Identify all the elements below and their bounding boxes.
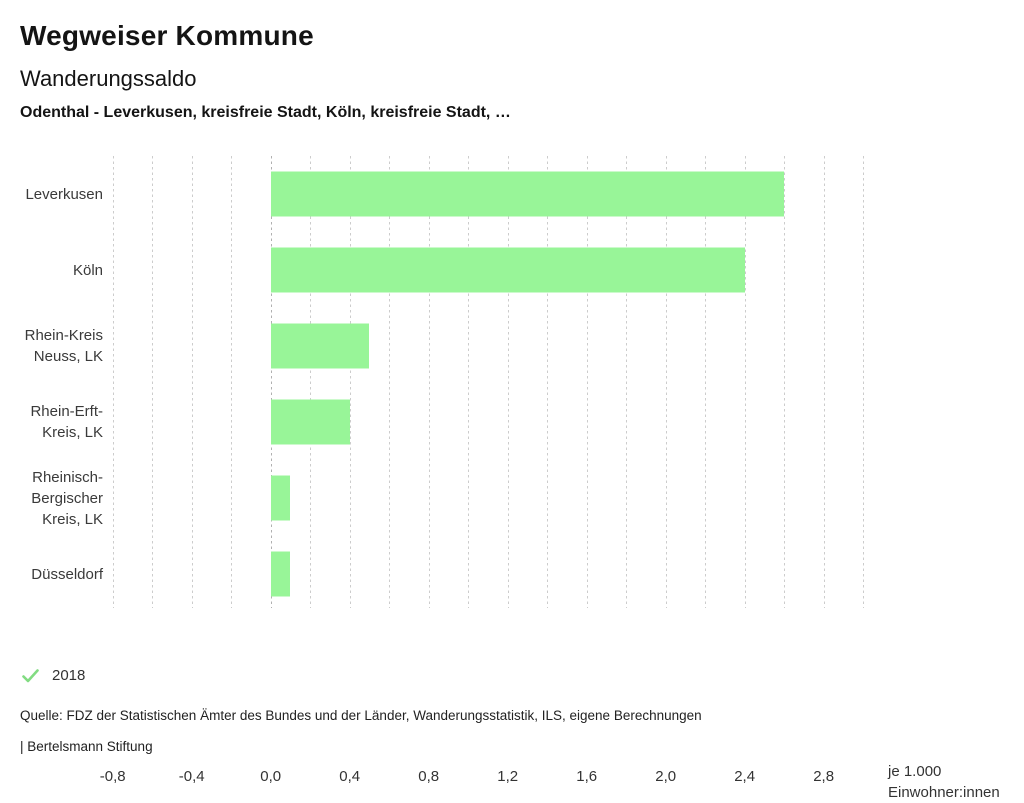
- chart-title: Wanderungssaldo: [20, 66, 197, 91]
- bar-köln: [270, 247, 745, 293]
- gridline: [112, 156, 114, 608]
- gridline: [665, 156, 667, 608]
- x-axis-tick: 0,4: [339, 768, 361, 785]
- x-axis-tick-labels: -0,8 -0,4 0,0 0,4 0,8 1,2 1,6 2,0 2,4 2,8: [93, 768, 873, 788]
- gridline: [349, 156, 351, 608]
- bar-düsseldorf: [270, 551, 291, 597]
- category-label: Rhein-Kreis Neuss, LK: [0, 308, 103, 384]
- gridline: [863, 156, 865, 608]
- gridline: [152, 156, 154, 608]
- gridline: [744, 156, 746, 608]
- gridline: [389, 156, 391, 608]
- attribution: | Bertelsmann Stiftung: [20, 739, 153, 754]
- category-label: Köln: [0, 232, 103, 308]
- category-label: Rheinisch- Bergischer Kreis, LK: [0, 460, 103, 536]
- category-label-line: Leverkusen: [25, 185, 103, 203]
- category-label: Rhein-Erft- Kreis, LK: [0, 384, 103, 460]
- check-icon: [22, 668, 39, 682]
- page-title: Wegweiser Kommune: [20, 20, 314, 51]
- gridline: [823, 156, 825, 608]
- bar-row: [93, 308, 873, 384]
- bar-rheinisch-bergischer-kreis-lk: [270, 475, 291, 521]
- x-axis-tick: 2,0: [655, 768, 677, 785]
- category-label-line: Rheinisch-: [32, 468, 103, 486]
- source-note: Quelle: FDZ der Statistischen Ämter des …: [20, 708, 702, 723]
- gridline: [191, 156, 193, 608]
- gridline: [507, 156, 509, 608]
- bar-row: [93, 232, 873, 308]
- axis-unit-line-1: je 1.000: [888, 763, 942, 780]
- bar-row: [93, 460, 873, 536]
- x-axis-tick: 2,8: [813, 768, 835, 785]
- gridline: [784, 156, 786, 608]
- category-label-line: Neuss, LK: [33, 348, 103, 365]
- x-axis-tick: -0,4: [178, 768, 205, 785]
- gridline: [468, 156, 470, 608]
- x-axis-tick: 0,0: [260, 768, 282, 785]
- axis-unit-label: je 1.000 Einwohner:innen: [888, 761, 1000, 803]
- x-axis-tick: 2,4: [734, 768, 756, 785]
- x-axis-tick: 1,2: [497, 768, 519, 785]
- bar-leverkusen: [270, 171, 785, 217]
- category-label-line: Rhein-Erft-: [30, 403, 103, 420]
- axis-unit-line-2: Einwohner:innen: [888, 784, 1000, 801]
- x-axis-tick: 0,8: [418, 768, 440, 785]
- category-label-line: Düsseldorf: [31, 565, 103, 583]
- legend-label: 2018: [52, 667, 86, 684]
- zero-gridline: [270, 156, 272, 608]
- category-label-line: Köln: [72, 261, 103, 279]
- category-label-line: Kreis, LK: [42, 510, 103, 528]
- gridline: [547, 156, 549, 608]
- category-axis-labels: Leverkusen Köln Rhein-Kreis Neuss, LK Rhein-…: [0, 156, 103, 612]
- bar-rhein-erft-kreis-lk: [270, 399, 350, 445]
- category-label: Düsseldorf: [0, 536, 103, 612]
- bar-row: [93, 536, 873, 612]
- plot-area: [93, 156, 873, 608]
- chart-subtitle-comparison: Odenthal - Leverkusen, kreisfreie Stadt,…: [20, 104, 511, 121]
- legend-item-2018[interactable]: 2018: [22, 667, 85, 684]
- category-label-line: Bergischer: [31, 489, 103, 507]
- category-label-line: Kreis, LK: [42, 424, 103, 441]
- bar-row: [93, 156, 873, 232]
- gridline: [231, 156, 233, 608]
- migration-balance-bar-chart: Leverkusen Köln Rhein-Kreis Neuss, LK Rhein-…: [0, 156, 1024, 801]
- gridline: [310, 156, 312, 608]
- category-label: Leverkusen: [0, 156, 103, 232]
- x-axis-tick: -0,8: [99, 768, 126, 785]
- gridline: [626, 156, 628, 608]
- gridline: [705, 156, 707, 608]
- bar-row: [93, 384, 873, 460]
- gridline: [586, 156, 588, 608]
- x-axis-tick: 1,6: [576, 768, 598, 785]
- gridline: [428, 156, 430, 608]
- category-label-line: Rhein-Kreis: [24, 327, 103, 344]
- bar-rhein-kreis-neuss-lk: [270, 323, 370, 369]
